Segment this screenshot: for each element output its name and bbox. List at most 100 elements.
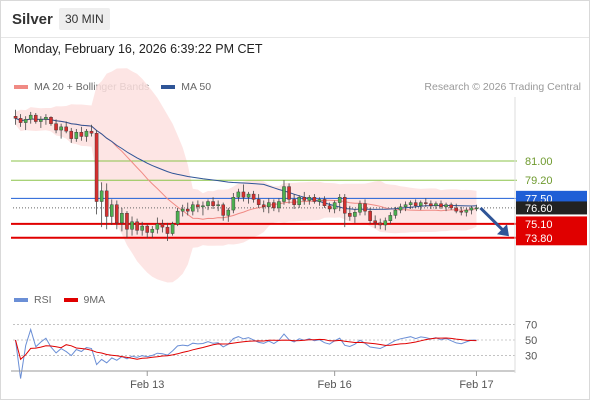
candle-body xyxy=(434,203,438,207)
candle xyxy=(353,209,357,223)
candle xyxy=(13,109,18,125)
candle-body xyxy=(277,201,281,209)
candle-body xyxy=(54,123,58,131)
candle xyxy=(170,221,175,236)
candle xyxy=(28,111,33,124)
candle-body xyxy=(444,204,448,208)
candle xyxy=(34,113,38,124)
candle xyxy=(39,116,43,128)
candle-body xyxy=(160,223,165,228)
candle-body xyxy=(327,205,332,210)
candle-body xyxy=(378,222,382,226)
candle xyxy=(388,212,393,224)
candle xyxy=(444,202,448,212)
candle-body xyxy=(272,202,276,209)
candle-body xyxy=(358,203,362,213)
candle xyxy=(201,201,205,216)
candle xyxy=(185,202,190,216)
level-label-73.80: 73.80 xyxy=(525,233,553,245)
candle xyxy=(343,194,347,228)
candle xyxy=(454,203,458,214)
candle-body xyxy=(469,207,474,211)
level-tag-75.10 xyxy=(516,216,587,232)
candle xyxy=(373,215,377,229)
candles xyxy=(13,109,479,241)
candle xyxy=(104,183,109,230)
candle-body xyxy=(150,229,155,233)
candle xyxy=(363,199,367,216)
candle xyxy=(140,221,144,236)
candle-body xyxy=(196,204,200,208)
candle xyxy=(64,121,68,134)
bollinger-band xyxy=(15,68,477,283)
candle-body xyxy=(13,115,18,119)
candle xyxy=(54,119,58,134)
candle-body xyxy=(353,211,357,217)
candle-body xyxy=(418,202,423,207)
candle-body xyxy=(337,197,342,203)
candle xyxy=(449,202,453,211)
candle xyxy=(18,114,23,127)
candle-body xyxy=(424,202,428,204)
ma9-label: 9MA xyxy=(83,294,106,306)
candle xyxy=(191,201,195,216)
candle-body xyxy=(393,209,398,216)
candle xyxy=(256,194,261,208)
candle xyxy=(282,180,286,205)
candle xyxy=(49,116,53,126)
interval-selector[interactable]: 30 MIN xyxy=(59,8,110,30)
candle xyxy=(297,195,301,208)
rsi-label: RSI xyxy=(34,294,52,306)
candle xyxy=(413,199,418,208)
candle-body xyxy=(383,220,388,226)
candle-body xyxy=(231,197,236,211)
candle xyxy=(337,194,342,212)
candle-body xyxy=(226,209,231,216)
candle xyxy=(236,188,241,202)
candle-body xyxy=(140,225,144,231)
candle-body xyxy=(115,204,119,224)
candle-body xyxy=(307,197,312,201)
candle-body xyxy=(413,202,418,207)
candle xyxy=(120,207,124,232)
candle xyxy=(251,190,256,203)
candle xyxy=(44,114,48,125)
candle-body xyxy=(297,197,301,205)
candle xyxy=(464,207,469,217)
candle-body xyxy=(221,204,225,216)
candle xyxy=(418,200,423,211)
candle xyxy=(115,200,119,230)
candle xyxy=(439,200,443,209)
candle xyxy=(125,211,129,238)
candle-body xyxy=(256,199,261,205)
candle xyxy=(221,202,225,221)
candle-body xyxy=(59,126,63,131)
candle xyxy=(69,127,74,143)
candle xyxy=(267,198,271,214)
candle-body xyxy=(317,199,322,202)
candle-body xyxy=(185,208,190,212)
candle xyxy=(84,129,89,142)
candle xyxy=(317,197,322,206)
candle-body xyxy=(246,193,251,198)
candle xyxy=(307,195,312,205)
candle xyxy=(277,198,281,213)
candle-body xyxy=(241,191,246,198)
candle-body xyxy=(155,223,160,230)
candle xyxy=(246,191,251,204)
candle-body xyxy=(79,131,84,137)
candle xyxy=(196,200,200,213)
candle-body xyxy=(287,186,291,200)
candle-body xyxy=(292,199,296,205)
candle-body xyxy=(49,117,53,124)
rsi-9ma-line xyxy=(15,337,477,361)
level-label-81.00: 81.00 xyxy=(525,156,553,168)
candle-body xyxy=(64,126,68,132)
candle-body xyxy=(99,190,104,202)
candle-body xyxy=(191,204,195,212)
ma50-swatch xyxy=(161,85,176,89)
last-price-label: 76.60 xyxy=(525,203,553,215)
candle xyxy=(378,218,382,230)
